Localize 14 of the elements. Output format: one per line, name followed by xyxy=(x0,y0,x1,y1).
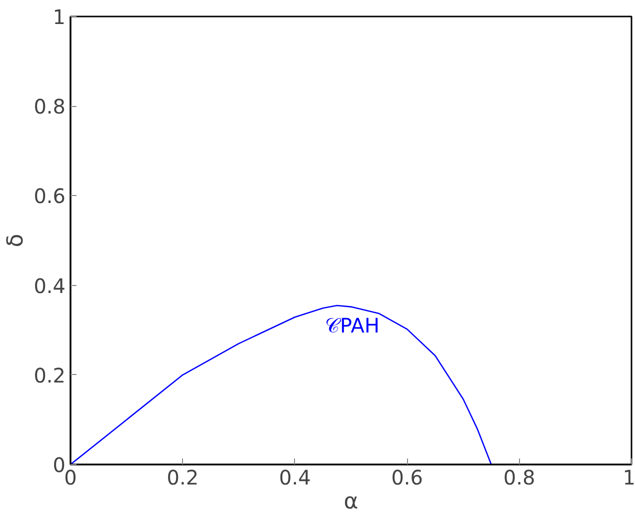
y-tick-label: 1 xyxy=(52,5,66,29)
series-label: 𝒞PAH xyxy=(324,313,380,338)
y-tick-label: 0.2 xyxy=(34,363,66,388)
x-tick-label: 0.8 xyxy=(503,466,536,490)
y-tick-label: 0.6 xyxy=(34,184,66,208)
line-series xyxy=(70,304,492,464)
x-tick-label: 0.2 xyxy=(166,466,199,490)
y-tick-label: 0.8 xyxy=(34,94,66,119)
x-tick-label: 1 xyxy=(622,466,635,490)
y-tick-label: 0.4 xyxy=(34,274,66,298)
x-axis-title: α xyxy=(344,490,358,514)
x-tick-label: 0.4 xyxy=(278,466,311,490)
y-axis-title: δ xyxy=(4,234,29,248)
x-tick-label: 0.6 xyxy=(391,466,424,490)
